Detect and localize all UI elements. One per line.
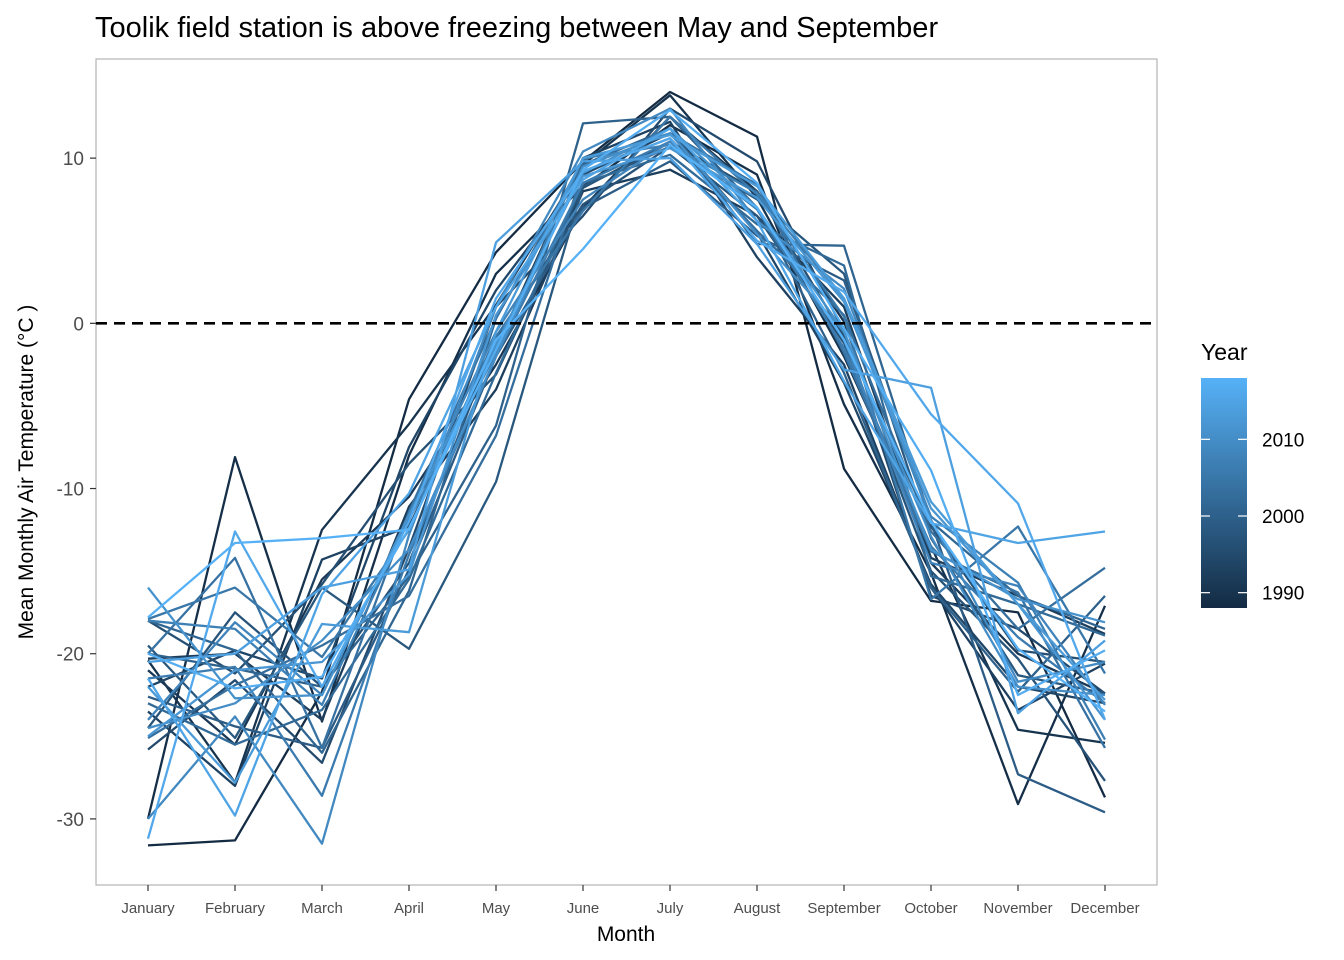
x-tick-label: October [904, 900, 957, 917]
y-tick-label: -20 [57, 645, 84, 666]
plot-panel [95, 58, 1158, 886]
x-tick-label: April [394, 900, 424, 917]
legend-tick-label: 2000 [1262, 507, 1304, 528]
series-line-2018 [147, 143, 1106, 713]
series-line-2005 [147, 115, 1106, 675]
x-tick-label: March [301, 900, 343, 917]
series-line-2012 [147, 147, 1106, 738]
series-line-2014 [147, 156, 1106, 715]
y-axis-title: Mean Monthly Air Temperature (°C ) [15, 305, 38, 640]
x-tick-label: July [657, 900, 684, 917]
y-tick-label: -10 [57, 480, 84, 501]
legend-tick-label: 1990 [1262, 584, 1304, 605]
series-line-2017 [147, 109, 1106, 697]
x-tick-label: December [1070, 900, 1139, 917]
x-tick-label: February [205, 900, 266, 917]
legend-ticks: 2010 2000 1990 [1201, 430, 1304, 605]
legend-title: Year [1201, 339, 1248, 365]
y-tick-label: 10 [63, 149, 84, 170]
series-line-2016 [146, 137, 1107, 840]
x-tick-label: June [567, 900, 600, 917]
x-axis-ticks: January February March April May June July Augu… [121, 885, 1140, 917]
series-line-2009 [147, 107, 1106, 845]
legend-tick-label: 2010 [1262, 430, 1304, 451]
y-tick-label: -30 [57, 810, 84, 831]
y-axis-ticks: 10 0 -10 -20 -30 [57, 149, 96, 831]
x-tick-label: November [983, 900, 1052, 917]
series-line-2013 [147, 133, 1106, 784]
x-axis-title: Month [597, 923, 655, 946]
legend-colorbar [1201, 378, 1247, 608]
x-tick-label: August [734, 900, 782, 917]
x-tick-label: September [807, 900, 880, 917]
series-line-2011 [147, 127, 1106, 700]
y-tick-label: 0 [73, 314, 84, 335]
series-line-2008 [147, 140, 1106, 721]
x-tick-label: January [121, 900, 175, 917]
legend: Year 2010 2000 1990 [1201, 339, 1304, 608]
chart-title: Toolik field station is above freezing b… [95, 12, 938, 44]
series-lines [146, 90, 1107, 847]
x-tick-label: May [482, 900, 511, 917]
